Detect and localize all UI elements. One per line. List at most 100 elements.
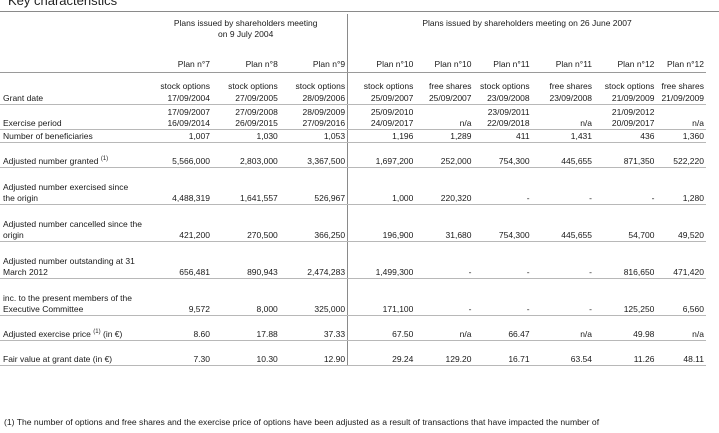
plan-header: Plan n°12 — [656, 50, 706, 73]
table-row: Fair value at grant date (in €) 7.30 10.30… — [0, 340, 706, 366]
title-divider — [0, 11, 719, 12]
cell-value: 67.50 — [347, 315, 416, 341]
cell-value: 411 — [473, 129, 532, 143]
cell-value: - — [531, 278, 595, 316]
row-label: Grant date — [0, 91, 145, 105]
cell-value: 1,030 — [212, 129, 280, 143]
cell-value: 27/09/2005 — [212, 91, 280, 105]
cell-value: n/a — [415, 104, 474, 130]
cell-value: 196,900 — [347, 204, 416, 242]
cell-value: 1,499,300 — [347, 241, 416, 279]
table-row: inc. to the present members of the Execu… — [0, 278, 706, 316]
cell-value: 1,280 — [656, 167, 706, 205]
footnote-ref: (1) — [100, 155, 109, 162]
cell-value: 1,196 — [347, 129, 416, 143]
cell-value: 366,250 — [279, 204, 348, 242]
cell-value: - — [594, 167, 657, 205]
row-label: Adjusted number granted (1) — [0, 142, 145, 168]
cell-value: n/a — [531, 315, 595, 341]
cell-value: n/a — [415, 315, 474, 341]
cell-value: 325,000 — [279, 278, 348, 316]
section-title: Key characteristics — [8, 0, 118, 8]
plan-header: Plan n°11 — [531, 50, 595, 73]
plan-type: free shares — [661, 81, 704, 91]
table-row: Adjusted exercise price (1) (in €) 8.60 17… — [0, 315, 706, 341]
cell-value: n/a — [656, 104, 706, 130]
plan-type: free shares — [428, 81, 472, 91]
cell-value: 28/09/2009 27/09/2016 — [279, 104, 348, 130]
cell-value: 171,100 — [347, 278, 416, 316]
cell-value: 3,367,500 — [279, 142, 348, 168]
cell-value: 17/09/2007 16/09/2014 — [144, 104, 212, 130]
cell-value: 220,320 — [415, 167, 474, 205]
cell-value: 445,655 — [531, 204, 595, 242]
group-header-2007: Plans issued by shareholders meeting on … — [347, 14, 706, 50]
cell-value: 129.20 — [415, 340, 474, 366]
table-row: Adjusted number cancelled since the orig… — [0, 204, 706, 242]
cell-value: - — [473, 278, 532, 316]
cell-value: 5,566,000 — [144, 142, 212, 168]
cell-value: 8,000 — [212, 278, 280, 316]
cell-value: 754,300 — [473, 204, 532, 242]
plan-type: stock options — [160, 81, 210, 91]
row-label: Adjusted exercise price (1) (in €) — [0, 315, 145, 341]
cell-value: 421,200 — [144, 204, 212, 242]
cell-value: 436 — [594, 129, 657, 143]
footnote: (1) The number of options and free share… — [4, 417, 600, 427]
plan-type: stock options — [604, 81, 655, 91]
key-characteristics-table: Plans issued by shareholders meeting on … — [0, 14, 706, 366]
row-label: Adjusted number cancelled since the orig… — [0, 204, 145, 242]
plan-header: Plan n°10 — [347, 50, 416, 73]
cell-value: 31,680 — [415, 204, 474, 242]
row-label: Adjusted number outstanding at 31 March … — [0, 241, 145, 279]
cell-value: 21/09/2009 — [594, 91, 657, 105]
table-row: Adjusted number exercised since the orig… — [0, 167, 706, 205]
cell-value: 526,967 — [279, 167, 348, 205]
cell-value: 1,289 — [415, 129, 474, 143]
cell-value: 1,697,200 — [347, 142, 416, 168]
plan-type: stock options — [347, 72, 416, 91]
row-label: inc. to the present members of the Execu… — [0, 278, 145, 316]
cell-value: 23/09/2008 — [531, 91, 595, 105]
cell-value: 1,431 — [531, 129, 595, 143]
cell-value: 16.71 — [473, 340, 532, 366]
cell-value: - — [531, 167, 595, 205]
group-header-2004: Plans issued by shareholders meeting on … — [173, 18, 318, 39]
plan-header: Plan n°9 — [279, 50, 348, 73]
cell-value: 49.98 — [594, 315, 657, 341]
cell-value: 4,488,319 — [144, 167, 212, 205]
row-label: Fair value at grant date (in €) — [0, 340, 145, 366]
cell-value: 1,641,557 — [212, 167, 280, 205]
cell-value: 7.30 — [144, 340, 212, 366]
cell-value: 1,007 — [144, 129, 212, 143]
cell-value: 9,572 — [144, 278, 212, 316]
plan-type: stock options — [479, 81, 530, 91]
cell-value: 17/09/2004 — [144, 91, 212, 105]
cell-value: 23/09/2011 22/09/2018 — [473, 104, 532, 130]
cell-value: 1,053 — [279, 129, 348, 143]
cell-value: 8.60 — [144, 315, 212, 341]
table-row: Number of beneficiaries 1,007 1,030 1,053 1,… — [0, 129, 706, 143]
cell-value: 54,700 — [594, 204, 657, 242]
cell-value: 29.24 — [347, 340, 416, 366]
cell-value: 27/09/2008 26/09/2015 — [212, 104, 280, 130]
cell-value: 25/09/2007 — [347, 91, 416, 105]
cell-value: 25/09/2010 24/09/2017 — [347, 104, 416, 130]
plan-type: free shares — [549, 81, 593, 91]
plan-type: stock options — [295, 81, 346, 91]
table-row: Adjusted number granted (1) 5,566,000 2,80… — [0, 142, 706, 168]
cell-value: 11.26 — [594, 340, 657, 366]
cell-value: 125,250 — [594, 278, 657, 316]
row-label: Adjusted number exercised since the orig… — [0, 167, 145, 205]
cell-value: 17.88 — [212, 315, 280, 341]
table-row: Exercise period 17/09/2007 16/09/2014 27/0… — [0, 104, 706, 130]
row-label: Number of beneficiaries — [0, 129, 145, 143]
cell-value: 890,943 — [212, 241, 280, 279]
cell-value: 754,300 — [473, 142, 532, 168]
cell-value: - — [473, 241, 532, 279]
cell-value: 471,420 — [656, 241, 706, 279]
table-row: Grant date 17/09/2004 27/09/2005 28/09/2006… — [0, 91, 706, 105]
cell-value: - — [415, 241, 474, 279]
cell-value: 28/09/2006 — [279, 91, 348, 105]
cell-value: 63.54 — [531, 340, 595, 366]
